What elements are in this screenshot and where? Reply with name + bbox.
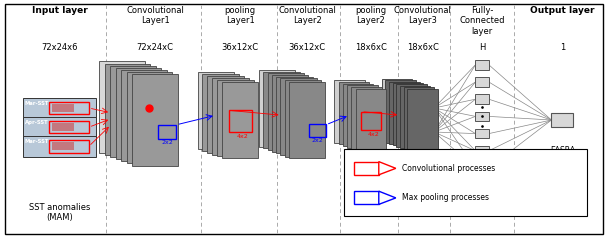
Text: 72x24xC: 72x24xC <box>137 43 173 52</box>
Bar <box>347 85 378 148</box>
Text: 4x2: 4x2 <box>237 134 249 139</box>
Bar <box>105 64 151 155</box>
Bar <box>351 87 382 150</box>
Bar <box>309 124 326 137</box>
Text: SST anomalies
(MAM): SST anomalies (MAM) <box>29 203 90 222</box>
Bar <box>344 149 587 216</box>
Bar <box>551 113 573 127</box>
Text: 2x2: 2x2 <box>312 138 323 143</box>
Bar <box>389 82 420 144</box>
Bar <box>393 83 423 145</box>
Text: pooling
Layer2: pooling Layer2 <box>355 6 387 25</box>
Bar <box>207 76 244 153</box>
Bar <box>404 87 434 150</box>
Bar <box>475 146 489 156</box>
Bar <box>158 125 176 139</box>
Bar <box>49 102 89 114</box>
Polygon shape <box>379 191 396 204</box>
Bar <box>52 123 74 131</box>
Text: 2x2: 2x2 <box>162 140 173 145</box>
Bar <box>475 129 489 138</box>
Text: Mar-SST: Mar-SST <box>25 101 49 106</box>
Bar <box>354 162 379 175</box>
Bar <box>285 80 321 157</box>
Bar <box>272 75 308 152</box>
Bar <box>116 68 162 159</box>
Bar <box>202 74 239 151</box>
Bar <box>23 136 96 157</box>
Bar <box>334 80 365 143</box>
Bar <box>356 89 386 151</box>
Text: Mar-SST: Mar-SST <box>25 139 49 144</box>
Bar <box>133 74 178 166</box>
Bar <box>100 61 145 153</box>
Bar <box>268 73 304 150</box>
Bar <box>49 140 89 153</box>
Text: EASRA
(JJA): EASRA (JJA) <box>550 146 575 166</box>
Bar <box>229 110 252 132</box>
Bar <box>382 79 412 141</box>
Bar <box>475 60 489 70</box>
Text: Apr-SST: Apr-SST <box>25 120 49 125</box>
Text: 18x6xC: 18x6xC <box>355 43 387 52</box>
Bar <box>339 82 369 144</box>
Bar <box>23 117 96 137</box>
Text: 4x2: 4x2 <box>368 132 379 137</box>
Bar <box>400 86 430 148</box>
Text: 36x12xC: 36x12xC <box>221 43 259 52</box>
Bar <box>126 72 173 163</box>
Bar <box>111 66 156 157</box>
Bar <box>280 78 317 155</box>
Text: Output layer: Output layer <box>530 6 595 15</box>
Text: 18x6xC: 18x6xC <box>407 43 438 52</box>
Bar <box>23 98 96 118</box>
Text: Max pooling processes: Max pooling processes <box>402 193 489 202</box>
Bar <box>354 191 379 204</box>
Bar <box>475 77 489 87</box>
Bar <box>263 72 300 148</box>
Bar <box>289 82 325 158</box>
Bar <box>475 163 489 173</box>
Bar <box>475 112 489 121</box>
Bar <box>49 121 89 133</box>
Bar <box>212 78 249 155</box>
Bar <box>217 80 254 156</box>
Text: 36x12xC: 36x12xC <box>288 43 326 52</box>
Text: Convolutional
Layer3: Convolutional Layer3 <box>393 6 452 25</box>
Text: Convolutional
Layer1: Convolutional Layer1 <box>126 6 184 25</box>
Text: Input layer: Input layer <box>32 6 88 15</box>
Bar <box>407 89 438 151</box>
Bar <box>475 94 489 104</box>
Text: 72x24x6: 72x24x6 <box>41 43 78 52</box>
Bar <box>52 104 74 112</box>
Text: Fully-
Connected
layer: Fully- Connected layer <box>460 6 505 36</box>
Text: H: H <box>479 43 485 52</box>
Text: Convolutional
Layer2: Convolutional Layer2 <box>278 6 336 25</box>
Bar <box>52 142 74 150</box>
Bar <box>361 112 381 130</box>
Bar <box>122 70 167 161</box>
Bar <box>222 82 258 158</box>
Bar <box>343 84 373 146</box>
Bar <box>385 80 416 143</box>
Text: pooling
Layer1: pooling Layer1 <box>224 6 256 25</box>
Bar <box>259 70 295 147</box>
Bar <box>198 72 234 149</box>
Text: Convolutional processes: Convolutional processes <box>402 164 495 173</box>
Text: 1: 1 <box>560 43 565 52</box>
Bar <box>396 84 427 147</box>
Bar <box>276 77 313 153</box>
Polygon shape <box>379 162 396 175</box>
